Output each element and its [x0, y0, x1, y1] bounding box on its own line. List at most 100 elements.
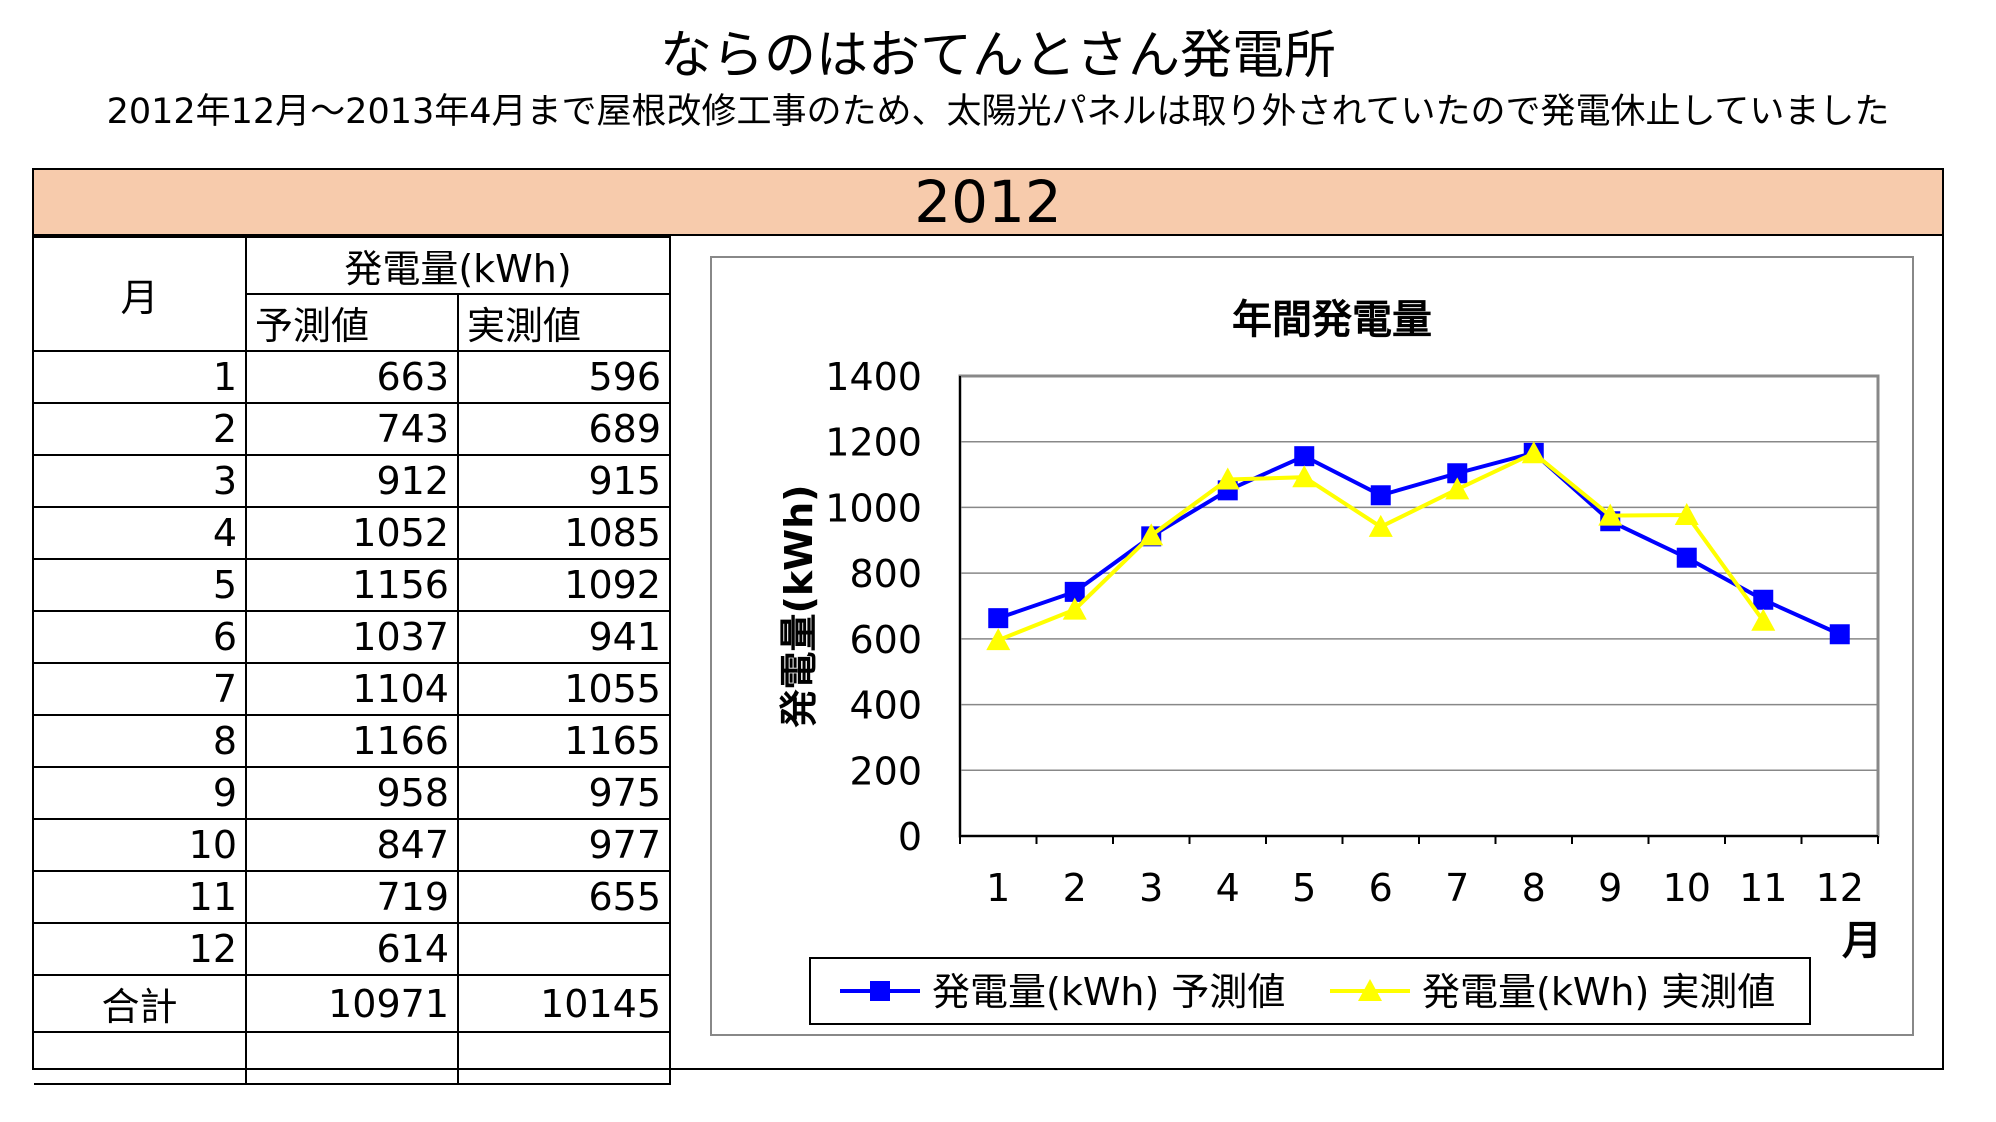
table-row: 12 614 [34, 922, 671, 976]
table-row: 3 912 915 [34, 454, 671, 508]
legend-label: 発電量(kWh) 実測値 [1422, 970, 1775, 1014]
table-row: 1 663 596 [34, 350, 671, 404]
data-point-actual [986, 628, 1011, 651]
data-point-actual [1674, 502, 1699, 525]
data-point-actual [1521, 441, 1546, 464]
x-tick-label: 10 [1663, 866, 1711, 910]
legend-marker [1358, 979, 1382, 1001]
y-tick-label: 1000 [825, 486, 922, 530]
chart-title: 年間発電量 [1232, 297, 1432, 343]
y-tick-label: 600 [849, 618, 922, 662]
page-subtitle: 2012年12月～2013年4月まで屋根改修工事のため、太陽光パネルは取り外され… [106, 92, 1890, 132]
report-frame: 2012 月 発電量(kWh) 予測値 実測値 1 663 596 2 743 689 3 9… [32, 168, 1944, 1085]
empty-cell [457, 1031, 671, 1085]
x-tick-label: 9 [1598, 866, 1622, 910]
table-row: 11 719 655 [34, 870, 671, 924]
empty-cell [34, 1031, 247, 1085]
month-cell: 2 [34, 402, 247, 456]
plot-area [958, 374, 1880, 838]
data-point-actual [1368, 514, 1393, 537]
actual-cell: 977 [457, 818, 671, 872]
total-label: 合計 [34, 974, 247, 1033]
month-cell: 8 [34, 714, 247, 768]
month-cell: 12 [34, 922, 247, 976]
x-axis-label: 月 [1842, 918, 1882, 964]
table-row: 8 1166 1165 [34, 714, 671, 768]
table-row: 6 1037 941 [34, 610, 671, 664]
table-row: 7 1104 1055 [34, 662, 671, 716]
generation-table: 月 発電量(kWh) 予測値 実測値 1 663 596 2 743 689 3 912 915… [34, 236, 671, 1085]
actual-cell: 655 [457, 870, 671, 924]
data-point-forecast [1064, 581, 1085, 602]
actual-cell: 1085 [457, 506, 671, 560]
table-row: 5 1156 1092 [34, 558, 671, 612]
x-tick-label: 1 [986, 866, 1010, 910]
total-forecast: 10971 [245, 974, 459, 1033]
chart-area: 年間発電量 0 200 400 600 800 1000 1200 1400 1 2 3 4 5 6 7 8 9 1… [710, 256, 1914, 1036]
data-point-actual [1598, 503, 1623, 526]
data-point-forecast [1370, 485, 1391, 506]
data-point-actual [1292, 465, 1317, 488]
forecast-cell: 1052 [245, 506, 459, 560]
x-tick-label: 12 [1816, 866, 1864, 910]
forecast-cell: 847 [245, 818, 459, 872]
x-tick-label: 8 [1522, 866, 1546, 910]
y-tick-label: 1200 [825, 421, 922, 465]
y-tick-label: 800 [849, 552, 922, 596]
table-row: 4 1052 1085 [34, 506, 671, 560]
x-tick-label: 3 [1139, 866, 1163, 910]
month-cell: 10 [34, 818, 247, 872]
x-tick-label: 11 [1739, 866, 1787, 910]
actual-cell: 941 [457, 610, 671, 664]
actual-cell: 596 [457, 350, 671, 404]
forecast-cell: 1104 [245, 662, 459, 716]
y-tick-label: 1400 [825, 355, 922, 399]
forecast-cell: 1156 [245, 558, 459, 612]
actual-header: 実測値 [457, 293, 671, 352]
x-tick-label: 5 [1292, 866, 1316, 910]
data-point-forecast [1829, 624, 1850, 645]
month-header: 月 [34, 236, 247, 352]
forecast-cell: 912 [245, 454, 459, 508]
actual-cell: 689 [457, 402, 671, 456]
forecast-cell: 743 [245, 402, 459, 456]
actual-cell: 975 [457, 766, 671, 820]
data-point-actual [1445, 477, 1470, 500]
month-cell: 9 [34, 766, 247, 820]
forecast-cell: 1166 [245, 714, 459, 768]
month-cell: 11 [34, 870, 247, 924]
data-point-actual [1751, 608, 1776, 631]
month-cell: 7 [34, 662, 247, 716]
actual-cell [457, 922, 671, 976]
y-tick-label: 400 [849, 684, 922, 728]
legend-box [809, 957, 1811, 1025]
actual-cell: 1092 [457, 558, 671, 612]
y-tick-label: 200 [849, 749, 922, 793]
total-actual: 10145 [457, 974, 671, 1033]
data-point-forecast [1753, 589, 1774, 610]
table-row: 9 958 975 [34, 766, 671, 820]
month-cell: 4 [34, 506, 247, 560]
empty-cell [245, 1031, 459, 1085]
x-tick-label: 2 [1063, 866, 1087, 910]
table-row: 2 743 689 [34, 402, 671, 456]
forecast-cell: 719 [245, 870, 459, 924]
generation-header: 発電量(kWh) [245, 236, 671, 295]
month-cell: 5 [34, 558, 247, 612]
data-point-forecast [988, 608, 1009, 629]
month-cell: 1 [34, 350, 247, 404]
year-header: 2012 [34, 170, 1942, 236]
data-point-actual [1215, 467, 1240, 490]
forecast-cell: 663 [245, 350, 459, 404]
table-header-row: 月 発電量(kWh) [34, 236, 671, 352]
month-cell: 6 [34, 610, 247, 664]
data-point-actual [1139, 523, 1164, 546]
forecast-cell: 958 [245, 766, 459, 820]
y-axis-label: 発電量(kWh) [777, 485, 821, 728]
page-title: ならのはおてんとさん発電所 [659, 26, 1336, 86]
data-point-forecast [1294, 446, 1315, 467]
forecast-cell: 1037 [245, 610, 459, 664]
actual-cell: 1055 [457, 662, 671, 716]
legend-marker [870, 981, 890, 1001]
